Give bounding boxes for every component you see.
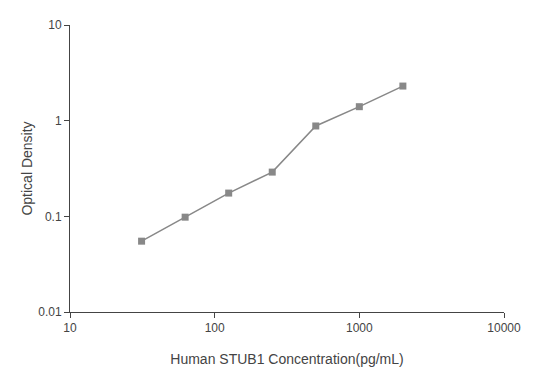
svg-text:1: 1 <box>55 114 62 128</box>
svg-text:10: 10 <box>48 18 62 32</box>
svg-text:0.1: 0.1 <box>45 210 62 224</box>
svg-text:10: 10 <box>63 321 77 335</box>
svg-text:Human STUB1 Concentration(pg/m: Human STUB1 Concentration(pg/mL) <box>170 351 403 367</box>
svg-text:10000: 10000 <box>487 321 521 335</box>
svg-text:100: 100 <box>205 321 225 335</box>
svg-text:0.01: 0.01 <box>38 305 62 319</box>
svg-text:Optical Density: Optical Density <box>19 121 35 215</box>
svg-text:1000: 1000 <box>346 321 373 335</box>
